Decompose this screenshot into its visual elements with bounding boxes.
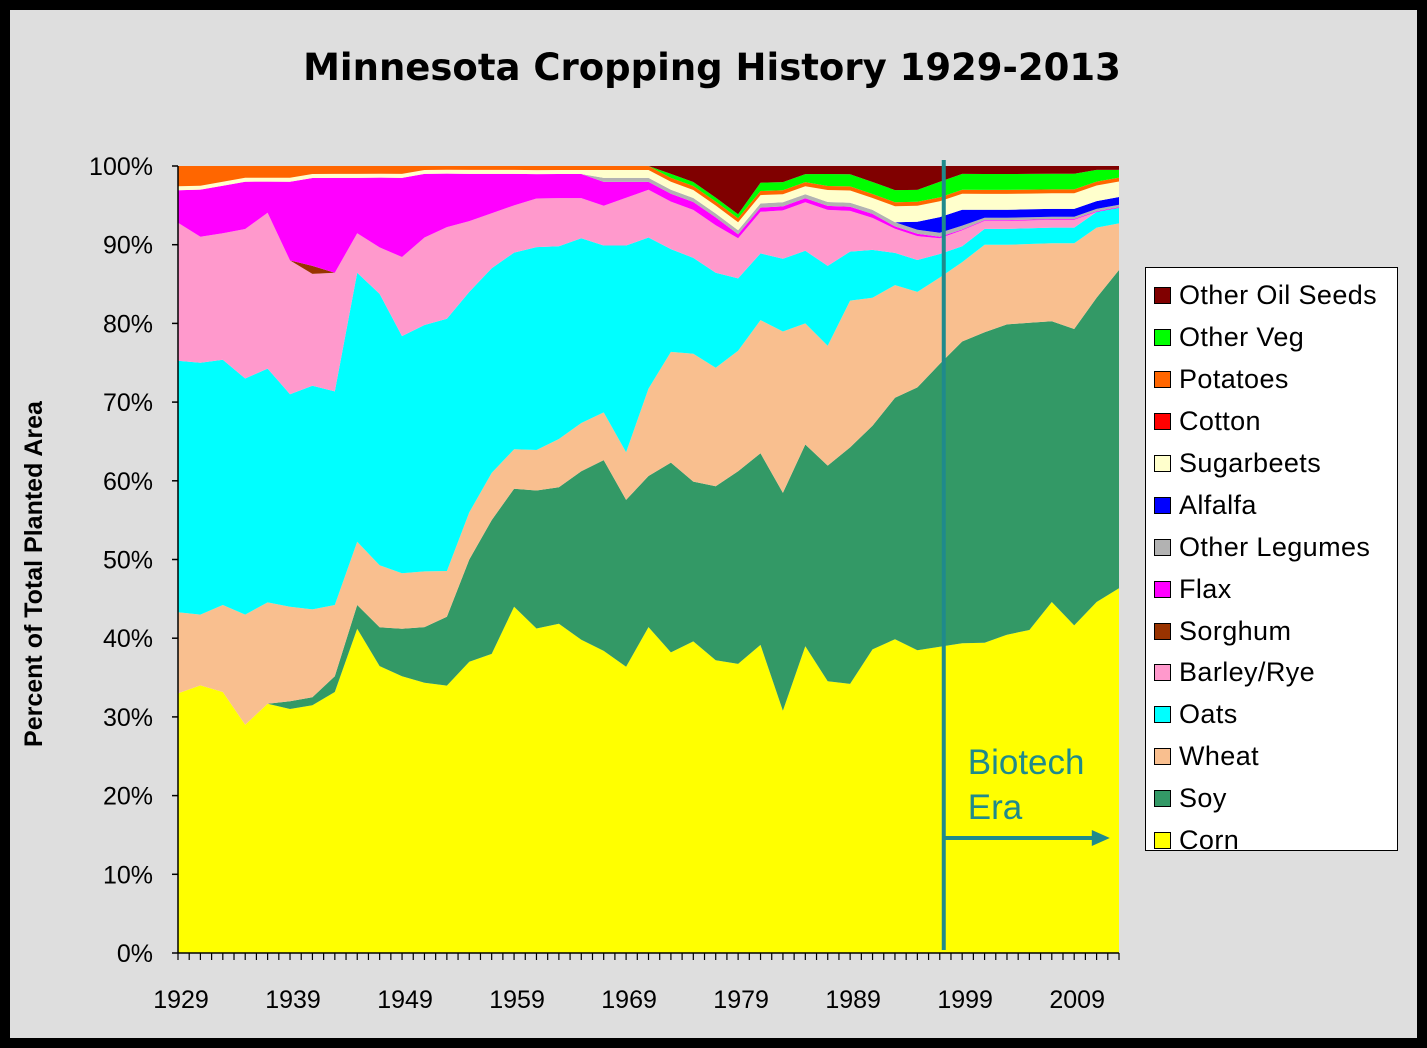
y-axis-label: Percent of Total Planted Area — [20, 400, 48, 747]
area-barley-rye — [178, 189, 1119, 395]
y-tick-label: 100% — [89, 153, 153, 181]
legend-item-soy: Soy — [1146, 778, 1397, 820]
y-tick-label: 50% — [103, 547, 153, 575]
legend-label: Other Oil Seeds — [1179, 280, 1378, 311]
legend-label: Other Veg — [1179, 322, 1305, 353]
area-soy — [178, 270, 1119, 725]
area-series-group — [178, 166, 1119, 953]
area-corn — [178, 588, 1119, 953]
x-tick-label: 1959 — [489, 986, 545, 1014]
y-tick-label: 0% — [117, 940, 153, 968]
legend-item-flax: Flax — [1146, 568, 1397, 610]
legend-item-other-legumes: Other Legumes — [1146, 526, 1397, 568]
area-sugarbeets — [178, 169, 1119, 231]
axes-group: 0% 10% 20% 30% 40% 50% 60% 70% 80% 90% 100% 1929 193… — [89, 153, 1120, 1014]
legend-label: Sugarbeets — [1179, 448, 1322, 478]
area-flax — [178, 173, 1119, 273]
chart-title: Minnesota Cropping History 1929-2013 — [303, 46, 1121, 89]
biotech-annotation: Biotech Era — [941, 160, 1110, 950]
y-tick-label: 10% — [103, 861, 153, 889]
legend-swatch — [1154, 329, 1171, 347]
legend-item-wheat: Wheat — [1146, 736, 1397, 778]
legend-label: Barley/Rye — [1179, 657, 1316, 688]
x-tick-label: 1999 — [937, 986, 993, 1014]
legend-item-corn: Corn — [1146, 820, 1397, 862]
legend-label: Potatoes — [1179, 364, 1289, 395]
y-tick-label: 90% — [103, 232, 153, 260]
legend-label: Other Legumes — [1179, 531, 1371, 562]
legend-swatch — [1154, 580, 1171, 598]
legend-swatch — [1154, 790, 1171, 808]
legend-swatch — [1154, 748, 1171, 766]
legend-label: Sorghum — [1179, 615, 1292, 646]
x-tick-label: 1929 — [153, 986, 209, 1014]
legend-label: Corn — [1179, 825, 1240, 856]
y-tick-label: 70% — [103, 389, 153, 417]
area-oats — [178, 207, 1119, 615]
legend: Other Oil Seeds Other Veg Potatoes Cotton Su… — [1145, 267, 1398, 855]
legend-swatch — [1154, 664, 1171, 682]
legend-label: Cotton — [1179, 406, 1261, 437]
x-tick-label: 1979 — [713, 986, 769, 1014]
legend-swatch — [1154, 496, 1171, 514]
y-tick-label: 20% — [103, 783, 153, 811]
legend-item-other-veg: Other Veg — [1146, 317, 1397, 359]
legend-item-potatoes: Potatoes — [1146, 359, 1397, 401]
biotech-label-line-2: Era — [968, 788, 1023, 827]
legend-item-cotton: Cotton — [1146, 401, 1397, 443]
y-tick-label: 80% — [103, 310, 153, 338]
legend-label: Soy — [1179, 783, 1227, 814]
legend-swatch — [1154, 413, 1171, 431]
legend-swatch — [1154, 371, 1171, 389]
x-tick-label: 1989 — [825, 986, 881, 1014]
x-tick-label: 2009 — [1049, 986, 1105, 1014]
area-wheat — [178, 223, 1119, 725]
legend-item-barley-rye: Barley/Rye — [1146, 652, 1397, 694]
area-other-oil-seeds — [178, 166, 1119, 215]
legend-label: Flax — [1179, 573, 1232, 604]
legend-label: Alfalfa — [1179, 489, 1257, 520]
area-potatoes — [178, 166, 1119, 223]
legend-swatch — [1154, 538, 1171, 556]
biotech-label-line-1: Biotech — [968, 743, 1085, 782]
legend-swatch — [1154, 706, 1171, 724]
legend-swatch — [1154, 455, 1171, 472]
legend-item-other-oil-seeds: Other Oil Seeds — [1146, 275, 1397, 317]
x-tick-label: 1939 — [265, 986, 321, 1014]
legend-swatch — [1154, 832, 1171, 850]
y-tick-label: 60% — [103, 468, 153, 496]
x-tick-label: 1949 — [377, 986, 433, 1014]
x-tick-label: 1969 — [601, 986, 657, 1014]
legend-swatch — [1154, 622, 1171, 640]
y-tick-label: 40% — [103, 625, 153, 653]
biotech-era-arrow-head — [1091, 830, 1110, 846]
legend-item-sorghum: Sorghum — [1146, 610, 1397, 652]
y-tick-label: 30% — [103, 704, 153, 732]
legend-item-oats: Oats — [1146, 694, 1397, 736]
legend-label: Oats — [1179, 699, 1238, 730]
legend-item-alfalfa: Alfalfa — [1146, 484, 1397, 526]
legend-swatch — [1154, 287, 1171, 305]
area-other-veg — [178, 166, 1119, 219]
legend-item-sugarbeets: Sugarbeets — [1146, 443, 1397, 485]
legend-label: Wheat — [1179, 741, 1260, 772]
